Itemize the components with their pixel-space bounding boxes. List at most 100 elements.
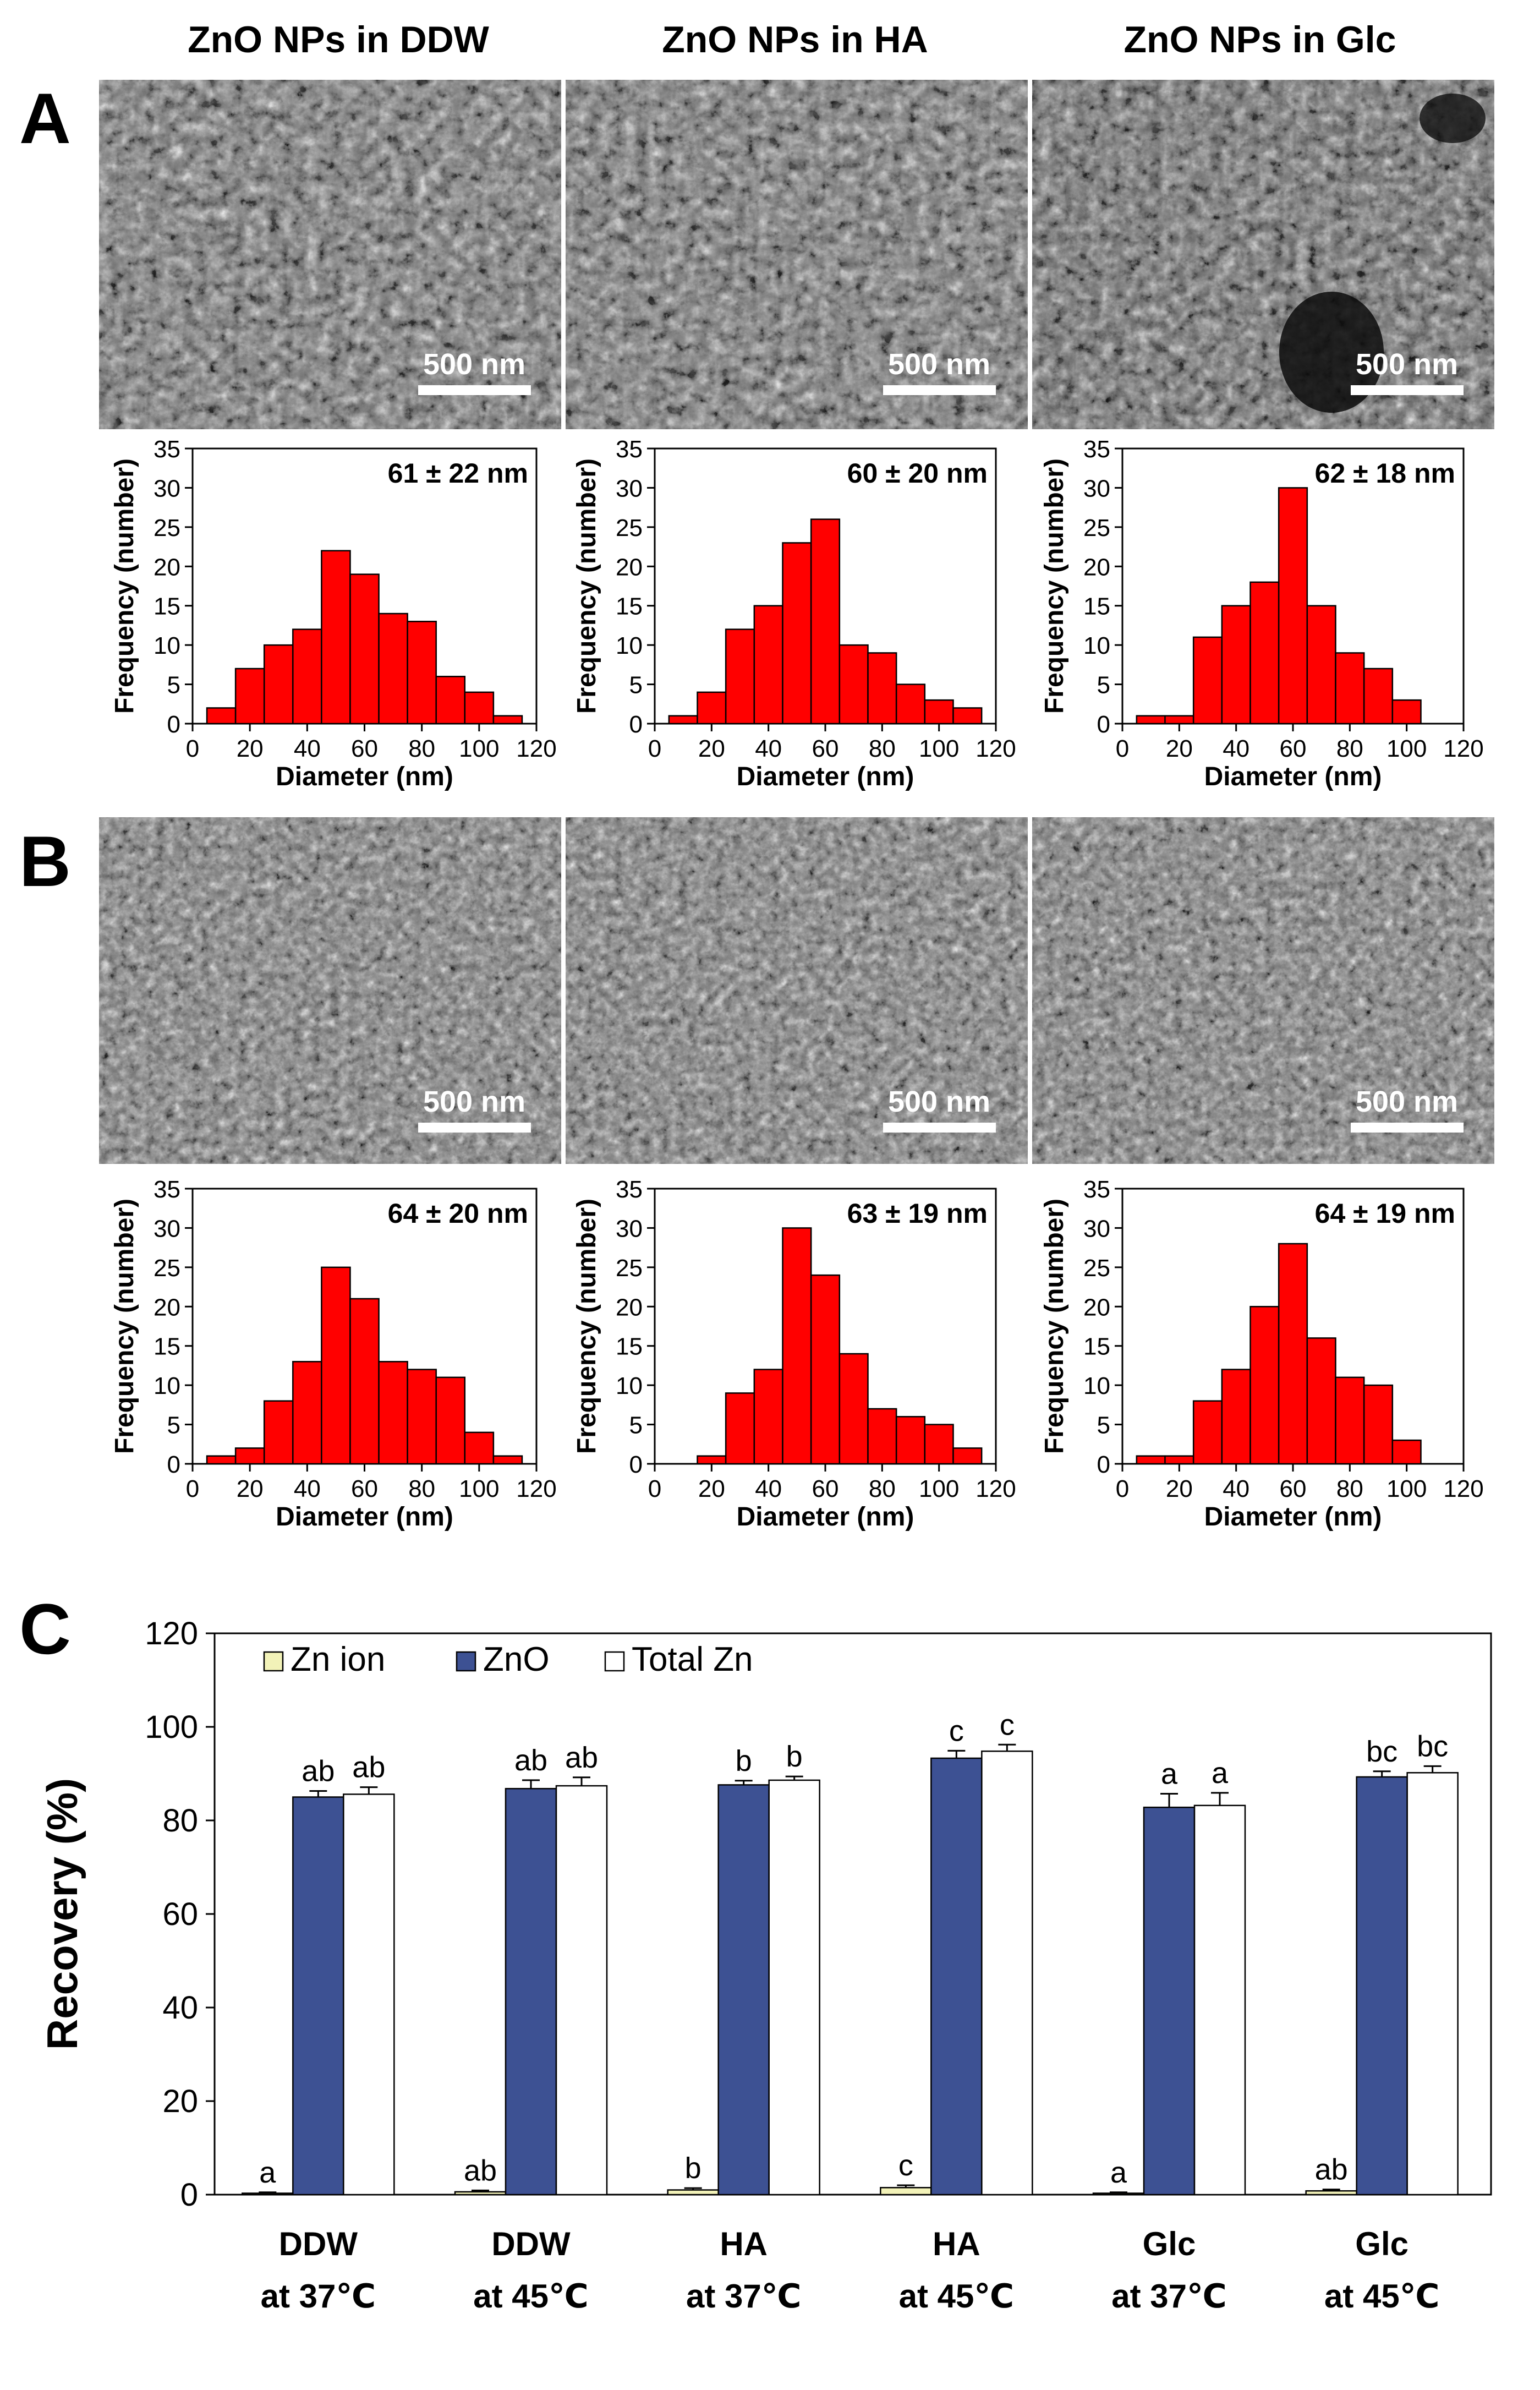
x-tick-label: 120	[975, 735, 1016, 762]
category-label-line1: DDW	[491, 2225, 571, 2262]
x-tick-label: 20	[1166, 735, 1193, 762]
histogram-bar	[1306, 605, 1336, 725]
histogram-bar	[464, 691, 495, 725]
histogram-bar	[378, 612, 408, 725]
x-tick-label: 60	[812, 1475, 839, 1502]
histogram-bar	[492, 715, 523, 725]
bar-zno	[1356, 1776, 1408, 2196]
x-tick-label: 40	[294, 1475, 321, 1502]
histogram-bar	[321, 1266, 351, 1465]
y-axis-label: Recovery (%)	[38, 1778, 86, 2050]
significance-letter: b	[736, 1744, 752, 1778]
x-tick-label: 100	[919, 735, 959, 762]
y-axis-label: Frequency (number)	[110, 1199, 139, 1454]
x-tick-label: 80	[869, 1475, 896, 1502]
x-tick-label: 40	[755, 1475, 782, 1502]
category-label-line1: Glc	[1355, 2225, 1409, 2262]
y-tick-label: 0	[629, 711, 643, 738]
scale-bar-label: 500 nm	[1356, 1085, 1458, 1118]
significance-letter: a	[259, 2156, 276, 2189]
x-tick-label: 100	[1386, 1475, 1427, 1502]
y-tick-label: 25	[154, 515, 180, 542]
y-tick-label: 30	[1083, 475, 1110, 502]
legend-label: ZnO	[483, 1640, 550, 1678]
x-tick-label: 80	[1336, 735, 1363, 762]
x-tick-label: 20	[698, 735, 725, 762]
legend-label: Zn ion	[291, 1640, 385, 1678]
y-tick-label: 0	[180, 2177, 198, 2213]
x-tick-label: 80	[408, 1475, 435, 1502]
significance-letter: a	[1110, 2156, 1127, 2189]
y-tick-label: 35	[1083, 436, 1110, 463]
x-tick-label: 120	[1443, 1475, 1483, 1502]
x-tick-label: 100	[919, 1475, 959, 1502]
y-tick-label: 20	[616, 1294, 643, 1321]
y-tick-label: 20	[616, 554, 643, 581]
histogram-bar	[349, 1298, 380, 1465]
histogram-bar	[895, 1416, 926, 1465]
legend-label: Total Zn	[632, 1640, 753, 1678]
y-tick-label: 30	[1083, 1215, 1110, 1242]
panel-label-c: C	[19, 1589, 71, 1669]
legend: Zn ion ZnO Total Zn	[263, 1640, 753, 1678]
y-tick-label: 120	[145, 1616, 198, 1651]
histogram-bar	[1249, 581, 1280, 725]
histogram-bar	[263, 1400, 294, 1465]
y-tick-label: 25	[616, 1255, 643, 1282]
histogram-bar	[782, 1227, 812, 1465]
x-axis-label: Diameter (nm)	[1204, 762, 1382, 791]
bar-total-zn	[981, 1750, 1033, 2196]
y-tick-label: 35	[1083, 1176, 1110, 1203]
y-tick-label: 20	[162, 2083, 198, 2119]
y-tick-label: 5	[629, 672, 643, 699]
bar-total-zn	[768, 1779, 820, 2196]
x-tick-label: 60	[1280, 1475, 1307, 1502]
bar-zn-ion	[667, 2189, 719, 2196]
histogram-bar	[838, 644, 869, 725]
x-tick-label: 100	[1386, 735, 1427, 762]
x-tick-label: 20	[1166, 1475, 1193, 1502]
y-tick-label: 30	[154, 475, 180, 502]
histogram-bar	[1278, 487, 1308, 725]
category-label-line2: at 45℃	[473, 2278, 588, 2315]
y-tick-label: 15	[154, 593, 180, 620]
histogram-bar	[1363, 668, 1394, 725]
y-tick-label: 0	[1097, 711, 1110, 738]
sem-image-b-ha: 500 nm	[566, 817, 1028, 1164]
y-tick-label: 25	[154, 1255, 180, 1282]
histogram-bar	[263, 644, 294, 725]
significance-letter: bc	[1366, 1735, 1397, 1768]
histogram-bar	[1391, 699, 1422, 725]
bar-zno	[717, 1784, 770, 2196]
y-tick-label: 5	[167, 1412, 180, 1439]
significance-letter: bc	[1417, 1730, 1448, 1763]
sem-image-b-glc: 500 nm	[1032, 817, 1494, 1164]
bar-total-zn	[1406, 1772, 1459, 2196]
x-tick-label: 60	[351, 1475, 378, 1502]
histogram-bar	[1192, 1400, 1223, 1465]
histogram-bar	[668, 715, 698, 725]
x-tick-label: 0	[648, 735, 661, 762]
histogram-bar	[1136, 715, 1166, 725]
y-tick-label: 25	[1083, 1255, 1110, 1282]
x-tick-label: 120	[516, 735, 556, 762]
legend-swatch	[604, 1651, 625, 1672]
y-tick-label: 20	[1083, 1294, 1110, 1321]
y-tick-label: 10	[154, 1372, 180, 1399]
x-tick-label: 0	[1116, 1475, 1129, 1502]
histogram-bar	[725, 1392, 755, 1465]
x-tick-label: 40	[294, 735, 321, 762]
x-axis-label: Diameter (nm)	[1204, 1502, 1382, 1532]
column-title-glc: ZnO NPs in Glc	[1124, 19, 1396, 61]
significance-letter: a	[1212, 1757, 1229, 1790]
scale-bar-label: 500 nm	[888, 1085, 990, 1118]
column-title-ddw: ZnO NPs in DDW	[188, 19, 490, 61]
histogram-bar	[407, 1369, 437, 1465]
bar-zn-ion	[1305, 2190, 1357, 2196]
bar-zno	[1143, 1806, 1196, 2196]
significance-letter: ab	[1315, 2153, 1348, 2186]
x-tick-label: 120	[1443, 735, 1483, 762]
y-tick-label: 5	[167, 672, 180, 699]
histogram-bar	[1249, 1306, 1280, 1465]
